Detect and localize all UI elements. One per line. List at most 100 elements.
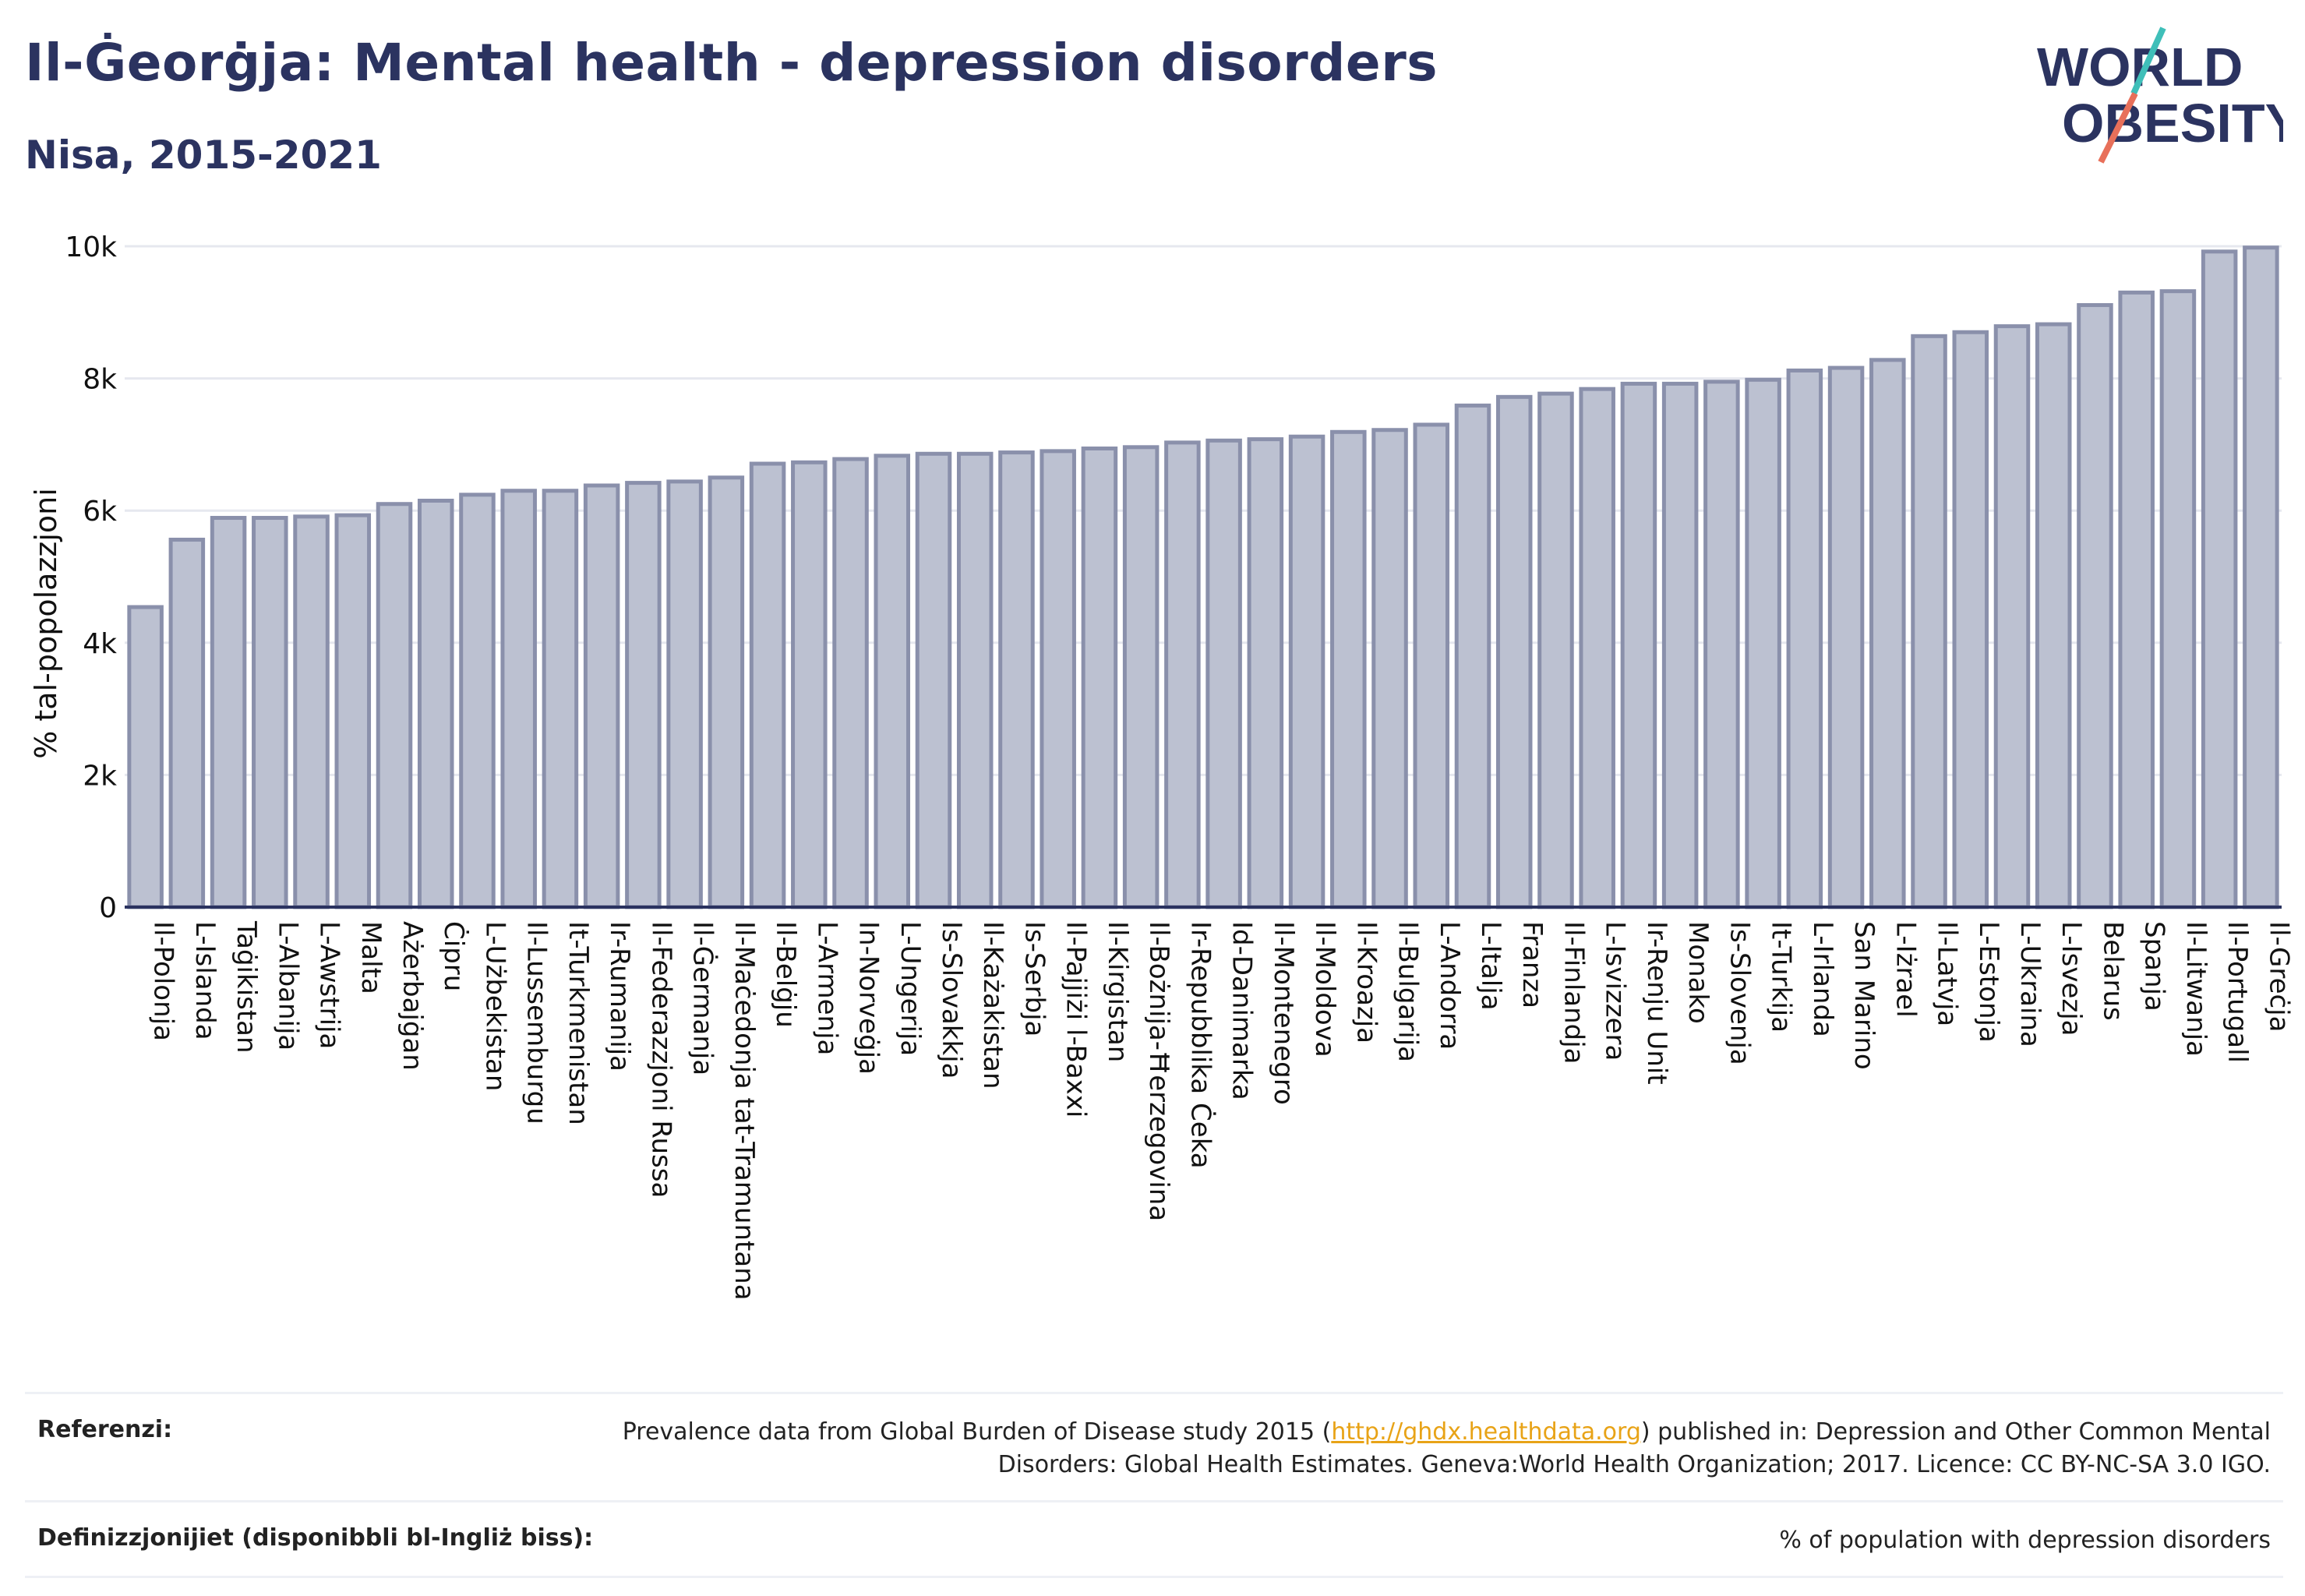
y-tick-label: 0	[99, 892, 117, 924]
x-tick-label: Is-Serbja	[1018, 921, 1050, 1036]
bar[interactable]	[832, 457, 869, 909]
bar[interactable]	[1081, 446, 1118, 909]
bar[interactable]	[1827, 365, 1865, 909]
references-link[interactable]: http://ghdx.healthdata.org	[1331, 1418, 1641, 1446]
bar[interactable]	[666, 479, 703, 909]
x-tick-label: Ir-Repubblika Ċeka	[1184, 921, 1216, 1169]
bar[interactable]	[1371, 428, 1408, 909]
y-axis-label: % tal-popolazzjoni	[29, 488, 63, 759]
bar[interactable]	[998, 450, 1035, 909]
bar[interactable]	[583, 483, 620, 909]
bar[interactable]	[1786, 368, 1823, 909]
bar[interactable]	[1993, 324, 2031, 909]
bar[interactable]	[252, 516, 288, 909]
bar[interactable]	[1537, 391, 1574, 909]
bar[interactable]	[956, 451, 994, 909]
x-tick-label: In-Norveġja	[853, 921, 884, 1075]
bar[interactable]	[915, 451, 952, 909]
bar[interactable]	[1495, 394, 1533, 909]
x-tick-label: L-Isvezja	[2056, 921, 2087, 1036]
x-tick-label: Franza	[1516, 921, 1548, 1008]
bar[interactable]	[708, 475, 745, 909]
x-tick-label: Ażerbajġan	[397, 921, 428, 1071]
footer: Referenzi: Prevalence data from Global B…	[25, 1392, 2283, 1578]
bar[interactable]	[1330, 429, 1367, 909]
bar[interactable]	[1745, 377, 1781, 909]
bar[interactable]	[1247, 437, 1284, 909]
bar[interactable]	[749, 461, 786, 909]
x-tick-label: L-Ukraina	[2014, 921, 2046, 1047]
x-tick-label: L-Awstrija	[314, 921, 345, 1049]
bar[interactable]	[1122, 445, 1160, 909]
bar[interactable]	[625, 481, 662, 909]
bar[interactable]	[1288, 434, 1325, 909]
bar[interactable]	[417, 498, 454, 909]
bar[interactable]	[293, 514, 330, 909]
x-tick-label: Il-Federazzjoni Russa	[645, 921, 676, 1198]
x-tick-label: Il-Finlandja	[1558, 921, 1589, 1065]
x-tick-label: Il-Greċja	[2263, 921, 2294, 1032]
bar[interactable]	[1911, 334, 1947, 909]
bar[interactable]	[334, 513, 372, 909]
x-tick-label: Il-Ġermanja	[687, 921, 719, 1075]
x-tick-label: Il-Polonja	[148, 921, 179, 1041]
bar[interactable]	[1869, 358, 1906, 909]
bar[interactable]	[791, 460, 828, 909]
bar[interactable]	[459, 493, 496, 909]
x-tick-label: It-Turkija	[1766, 921, 1797, 1033]
y-tick-label: 10k	[65, 231, 117, 263]
logo-line1: WORLD	[2037, 37, 2243, 97]
x-tick-label: L-Użbekistan	[479, 921, 510, 1091]
chart-title: Il-Ġeorġja: Mental health - depression d…	[25, 33, 1438, 93]
definitions-value: % of population with depression disorder…	[1779, 1527, 2271, 1554]
bar[interactable]	[1454, 403, 1491, 909]
x-tick-label: Is-Slovakkja	[936, 921, 967, 1079]
definitions-row: Definizzjonijiet (disponibbli bl-Ingliż …	[25, 1500, 2283, 1578]
x-tick-label: L-Italja	[1475, 921, 1506, 1011]
bar[interactable]	[168, 538, 206, 909]
x-tick-label: L-Andorra	[1434, 921, 1465, 1050]
x-tick-label: Il-Moldova	[1309, 921, 1340, 1058]
bar[interactable]	[1579, 387, 1615, 909]
bar[interactable]	[1164, 440, 1201, 909]
x-tick-label: L-Islanda	[189, 921, 221, 1040]
references-pre: Prevalence data from Global Burden of Di…	[622, 1418, 1332, 1446]
bar[interactable]	[1620, 381, 1657, 909]
bar[interactable]	[1703, 380, 1740, 909]
bar[interactable]	[2118, 290, 2155, 909]
bar[interactable]	[2201, 249, 2238, 909]
x-tick-label: Spanja	[2139, 921, 2170, 1012]
bar[interactable]	[500, 489, 537, 909]
bar[interactable]	[1413, 422, 1450, 909]
bar[interactable]	[2159, 289, 2197, 909]
x-tick-label: Il-Bulgarija	[1393, 921, 1424, 1062]
bar[interactable]	[210, 516, 247, 909]
x-tick-label: L-Armenja	[811, 921, 842, 1055]
x-tick-label: L-Iżrael	[1890, 921, 1921, 1018]
bar[interactable]	[1952, 330, 1989, 909]
bar[interactable]	[127, 605, 164, 909]
bar[interactable]	[2077, 302, 2113, 909]
x-tick-label: Monako	[1682, 921, 1714, 1024]
bar[interactable]	[874, 454, 911, 909]
x-tick-label: Il-Portugall	[2222, 921, 2253, 1063]
world-obesity-logo: WORLD OBESITY	[2037, 26, 2283, 164]
bar[interactable]	[542, 489, 579, 909]
bar-chart: 0 2k 4k 6k 8k 10k Il-Polonja L-Islanda Taġikist…	[29, 231, 2294, 1301]
logo-slash-coral	[2098, 92, 2138, 164]
x-tick-label: Taġikistan	[231, 920, 262, 1054]
references-post: ) published in: Depression and Other Com…	[997, 1418, 2271, 1478]
x-tick-label: Il-Bożnija-Ħerzegovina	[1143, 921, 1174, 1221]
x-tick-label: Il-Kirgistan	[1102, 921, 1133, 1062]
x-tick-label: L-Isvizzera	[1600, 921, 1631, 1061]
x-tick-label: Belarus	[2097, 921, 2128, 1021]
bar[interactable]	[2243, 245, 2279, 909]
bar[interactable]	[1205, 438, 1242, 909]
bar[interactable]	[1661, 381, 1699, 909]
y-tick-label: 2k	[83, 760, 117, 792]
y-tick-label: 6k	[83, 496, 117, 528]
bar[interactable]	[376, 502, 413, 909]
logo-slash-teal	[2130, 26, 2166, 95]
bar[interactable]	[1040, 449, 1076, 909]
bar[interactable]	[2035, 322, 2072, 909]
